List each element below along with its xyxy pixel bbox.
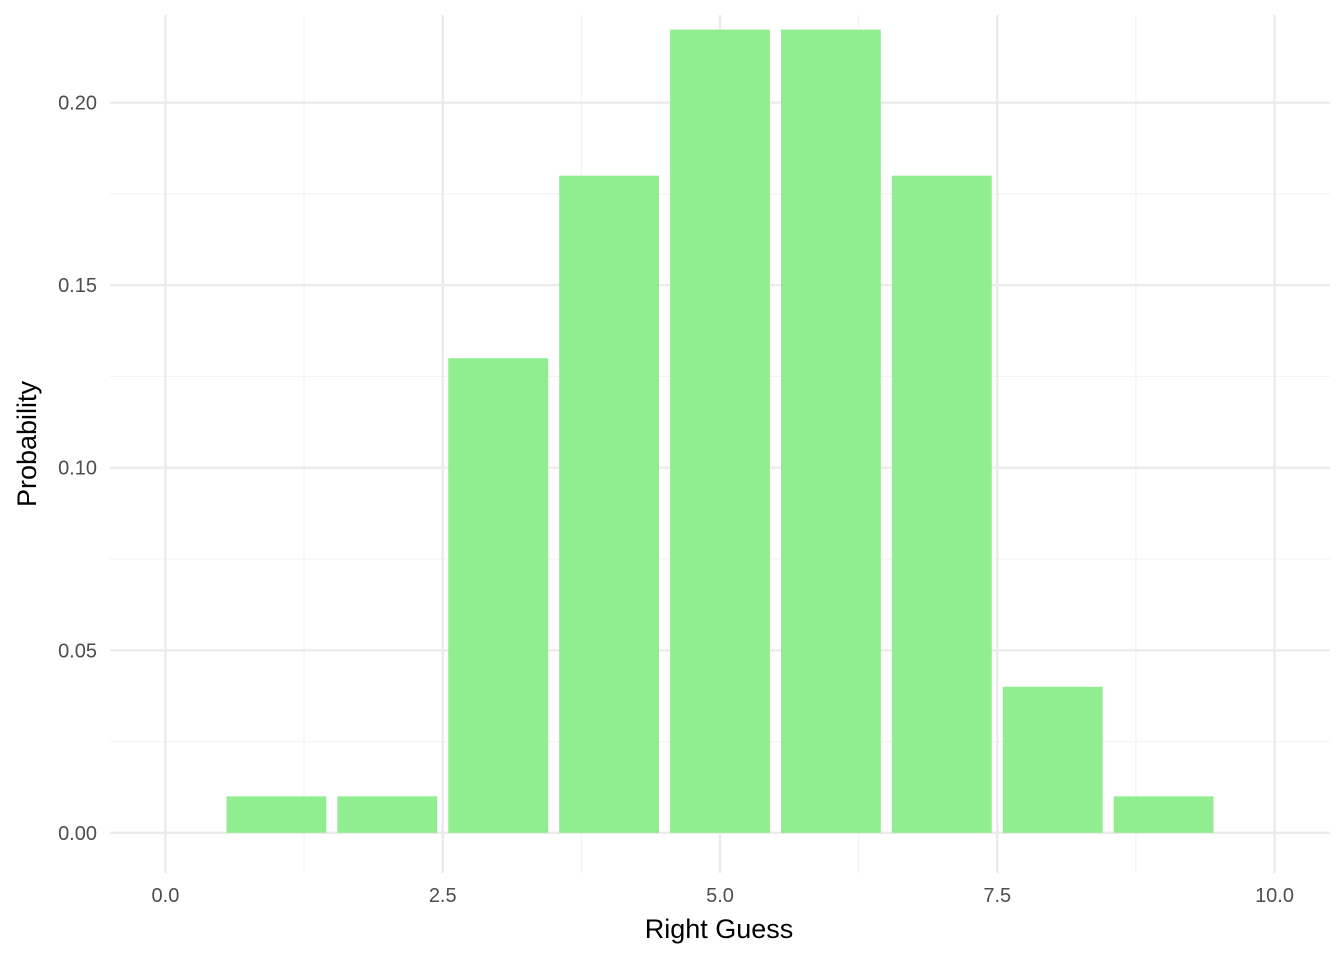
y-tick-label: 0.20 [58,93,97,115]
bar-2 [337,796,438,833]
y-axis-tick-labels: 0.00 0.05 0.10 0.15 0.20 [58,93,97,845]
bar-5 [670,29,770,833]
bar-8 [1002,686,1103,833]
x-tick-label: 0.0 [152,885,180,907]
y-tick-label: 0.05 [58,640,97,662]
x-tick-label: 7.5 [983,885,1011,907]
y-tick-label: 0.10 [58,458,97,480]
bars [226,29,1214,833]
bar-3 [448,358,549,833]
x-tick-label: 10.0 [1255,885,1294,907]
x-tick-label: 2.5 [429,885,457,907]
y-tick-label: 0.00 [58,823,97,845]
y-axis-title: Probability [12,380,42,507]
bar-6 [781,29,881,833]
bar-9 [1113,796,1214,833]
x-axis-title: Right Guess [645,914,794,944]
x-tick-label: 5.0 [706,885,734,907]
y-tick-label: 0.15 [58,275,97,297]
bar-4 [559,175,659,833]
bar-1 [226,796,327,833]
bar-7 [891,175,992,833]
x-axis-tick-labels: 0.0 2.5 5.0 7.5 10.0 [152,885,1294,907]
